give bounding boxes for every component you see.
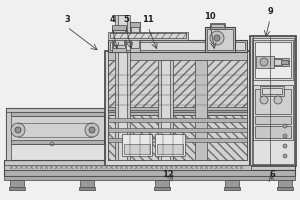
Bar xyxy=(118,15,127,160)
Bar xyxy=(255,116,291,124)
Bar xyxy=(255,126,291,138)
Bar xyxy=(158,60,173,160)
Bar xyxy=(224,187,240,190)
Bar xyxy=(113,30,125,48)
Circle shape xyxy=(283,144,287,148)
Bar xyxy=(253,85,293,140)
Text: 9: 9 xyxy=(267,7,273,16)
Bar xyxy=(130,22,140,52)
Text: 5: 5 xyxy=(123,15,129,24)
Circle shape xyxy=(11,123,25,137)
Bar xyxy=(207,29,233,50)
Bar xyxy=(108,110,247,112)
Bar xyxy=(108,55,247,110)
Text: 6: 6 xyxy=(269,170,275,179)
Bar xyxy=(6,108,106,112)
Bar xyxy=(112,27,126,52)
Bar xyxy=(115,15,130,160)
Bar xyxy=(105,51,250,166)
Bar xyxy=(155,180,169,188)
Bar xyxy=(278,180,292,188)
Text: 3: 3 xyxy=(64,15,70,24)
Bar xyxy=(108,40,247,52)
Bar xyxy=(252,38,294,164)
Bar xyxy=(274,59,282,65)
Circle shape xyxy=(214,35,220,41)
Bar xyxy=(277,187,293,190)
Circle shape xyxy=(85,123,99,137)
Bar xyxy=(205,27,235,52)
Bar xyxy=(195,60,207,160)
Bar xyxy=(6,108,106,160)
Bar xyxy=(262,88,282,94)
Circle shape xyxy=(283,134,287,138)
Bar xyxy=(154,187,170,190)
Bar xyxy=(108,118,247,122)
Bar xyxy=(4,170,295,176)
Circle shape xyxy=(283,124,287,128)
Bar xyxy=(124,144,150,154)
Bar xyxy=(8,112,104,116)
Circle shape xyxy=(274,96,282,104)
Bar xyxy=(80,180,94,188)
Bar xyxy=(10,180,24,188)
Bar xyxy=(8,140,104,144)
Bar xyxy=(260,86,284,96)
Bar xyxy=(108,52,247,60)
Bar xyxy=(211,24,224,27)
Bar xyxy=(210,23,225,29)
Bar xyxy=(281,60,288,64)
Bar xyxy=(155,134,185,156)
Circle shape xyxy=(283,154,287,158)
Bar xyxy=(108,115,247,160)
Bar xyxy=(256,56,274,68)
Bar xyxy=(108,107,247,115)
Bar xyxy=(79,187,95,190)
Bar xyxy=(255,89,291,114)
Bar xyxy=(161,60,170,160)
Bar xyxy=(122,134,152,156)
Bar xyxy=(114,33,124,45)
Bar xyxy=(108,115,247,160)
Bar xyxy=(4,165,251,170)
Circle shape xyxy=(89,127,95,133)
Text: 12: 12 xyxy=(162,170,174,179)
Bar xyxy=(255,42,291,78)
Bar xyxy=(108,32,188,40)
Bar xyxy=(108,128,247,132)
Bar xyxy=(6,108,11,160)
Bar xyxy=(225,180,239,188)
Bar xyxy=(8,116,104,144)
Text: 10: 10 xyxy=(204,12,216,21)
Text: 11: 11 xyxy=(142,15,154,24)
Bar xyxy=(131,26,139,48)
Bar xyxy=(108,138,247,142)
Circle shape xyxy=(260,96,268,104)
Bar xyxy=(250,36,296,166)
Circle shape xyxy=(15,127,21,133)
Bar xyxy=(157,144,183,154)
Bar xyxy=(108,55,247,110)
Circle shape xyxy=(210,31,224,45)
Bar xyxy=(112,25,126,30)
Bar xyxy=(274,58,289,66)
Bar xyxy=(130,22,140,27)
Bar xyxy=(9,187,25,190)
Circle shape xyxy=(260,58,268,66)
Text: 4: 4 xyxy=(109,15,115,24)
Bar xyxy=(4,160,295,170)
Bar xyxy=(110,42,245,50)
Bar xyxy=(110,33,186,38)
Bar xyxy=(253,40,293,80)
Bar xyxy=(4,176,295,180)
